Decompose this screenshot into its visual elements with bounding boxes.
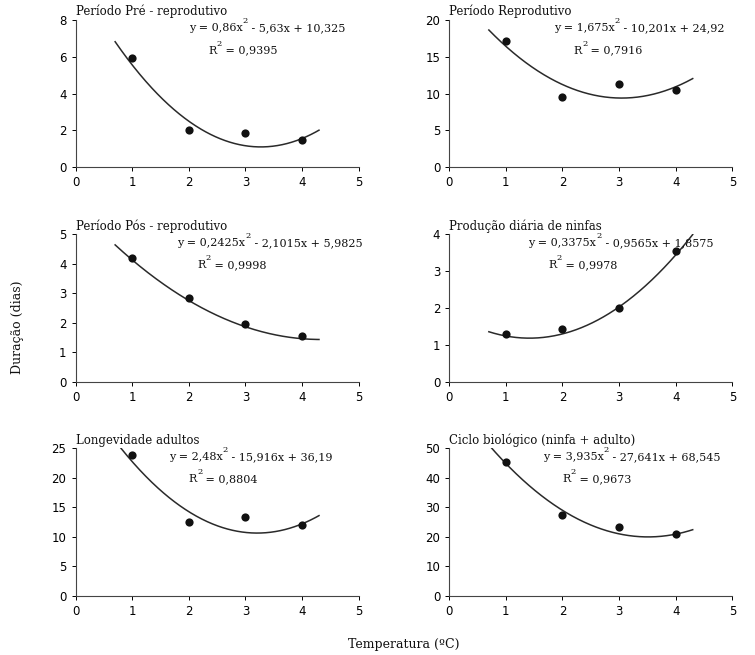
Point	[613, 79, 625, 89]
Text: 2: 2	[245, 232, 251, 240]
Point	[183, 125, 195, 136]
Text: - 2,1015x + 5,9825: - 2,1015x + 5,9825	[251, 238, 362, 248]
Text: R: R	[562, 474, 571, 484]
Text: Período Reprodutivo: Período Reprodutivo	[449, 5, 572, 18]
Point	[500, 457, 512, 468]
Text: 2: 2	[223, 446, 228, 454]
Point	[126, 53, 138, 64]
Point	[296, 520, 308, 531]
Text: = 0,9395: = 0,9395	[222, 46, 278, 56]
Point	[670, 84, 682, 95]
Text: = 0,7916: = 0,7916	[587, 46, 643, 56]
Text: 2: 2	[217, 39, 222, 48]
Text: Período Pós - reprodutivo: Período Pós - reprodutivo	[76, 219, 226, 233]
Point	[239, 128, 251, 138]
Text: 2: 2	[205, 254, 211, 262]
Text: y = 0,86x: y = 0,86x	[189, 24, 242, 33]
Text: y = 1,675x: y = 1,675x	[554, 24, 615, 33]
Point	[500, 36, 512, 47]
Text: y = 0,3375x: y = 0,3375x	[528, 238, 596, 248]
Point	[556, 92, 569, 102]
Text: y = 2,48x: y = 2,48x	[169, 452, 223, 462]
Text: - 27,641x + 68,545: - 27,641x + 68,545	[609, 452, 720, 462]
Text: = 0,9978: = 0,9978	[562, 260, 617, 270]
Text: R: R	[189, 474, 197, 484]
Text: 2: 2	[603, 446, 609, 454]
Point	[613, 303, 625, 313]
Text: = 0,8804: = 0,8804	[202, 474, 257, 484]
Text: y = 3,935x: y = 3,935x	[543, 452, 603, 462]
Text: Produção diária de ninfas: Produção diária de ninfas	[449, 219, 602, 233]
Text: - 15,916x + 36,19: - 15,916x + 36,19	[228, 452, 332, 462]
Text: Temperatura (ºC): Temperatura (ºC)	[348, 639, 460, 652]
Text: R: R	[197, 260, 205, 270]
Point	[556, 324, 569, 335]
Text: - 10,201x + 24,92: - 10,201x + 24,92	[620, 24, 725, 33]
Text: 2: 2	[615, 17, 620, 26]
Text: = 0,9998: = 0,9998	[211, 260, 267, 270]
Point	[126, 252, 138, 263]
Point	[670, 529, 682, 539]
Point	[296, 134, 308, 145]
Point	[239, 319, 251, 329]
Point	[126, 450, 138, 460]
Text: = 0,9673: = 0,9673	[576, 474, 631, 484]
Text: Período Pré - reprodutivo: Período Pré - reprodutivo	[76, 5, 226, 18]
Point	[500, 329, 512, 340]
Text: Longevidade adultos: Longevidade adultos	[76, 434, 199, 447]
Text: Duração (dias): Duração (dias)	[11, 281, 24, 374]
Text: 2: 2	[571, 468, 576, 476]
Text: R: R	[208, 46, 217, 56]
Text: y = 0,2425x: y = 0,2425x	[177, 238, 245, 248]
Point	[613, 521, 625, 532]
Point	[183, 292, 195, 303]
Text: R: R	[574, 46, 582, 56]
Text: 2: 2	[242, 17, 248, 26]
Point	[296, 331, 308, 341]
Text: 2: 2	[556, 254, 562, 262]
Point	[670, 246, 682, 256]
Point	[556, 510, 569, 520]
Text: 2: 2	[596, 232, 602, 240]
Text: R: R	[548, 260, 556, 270]
Text: - 0,9565x + 1,8575: - 0,9565x + 1,8575	[602, 238, 713, 248]
Text: - 5,63x + 10,325: - 5,63x + 10,325	[248, 24, 345, 33]
Point	[239, 512, 251, 523]
Text: Ciclo biológico (ninfa + adulto): Ciclo biológico (ninfa + adulto)	[449, 434, 636, 447]
Text: 2: 2	[582, 39, 587, 48]
Text: 2: 2	[197, 468, 202, 476]
Point	[183, 517, 195, 527]
